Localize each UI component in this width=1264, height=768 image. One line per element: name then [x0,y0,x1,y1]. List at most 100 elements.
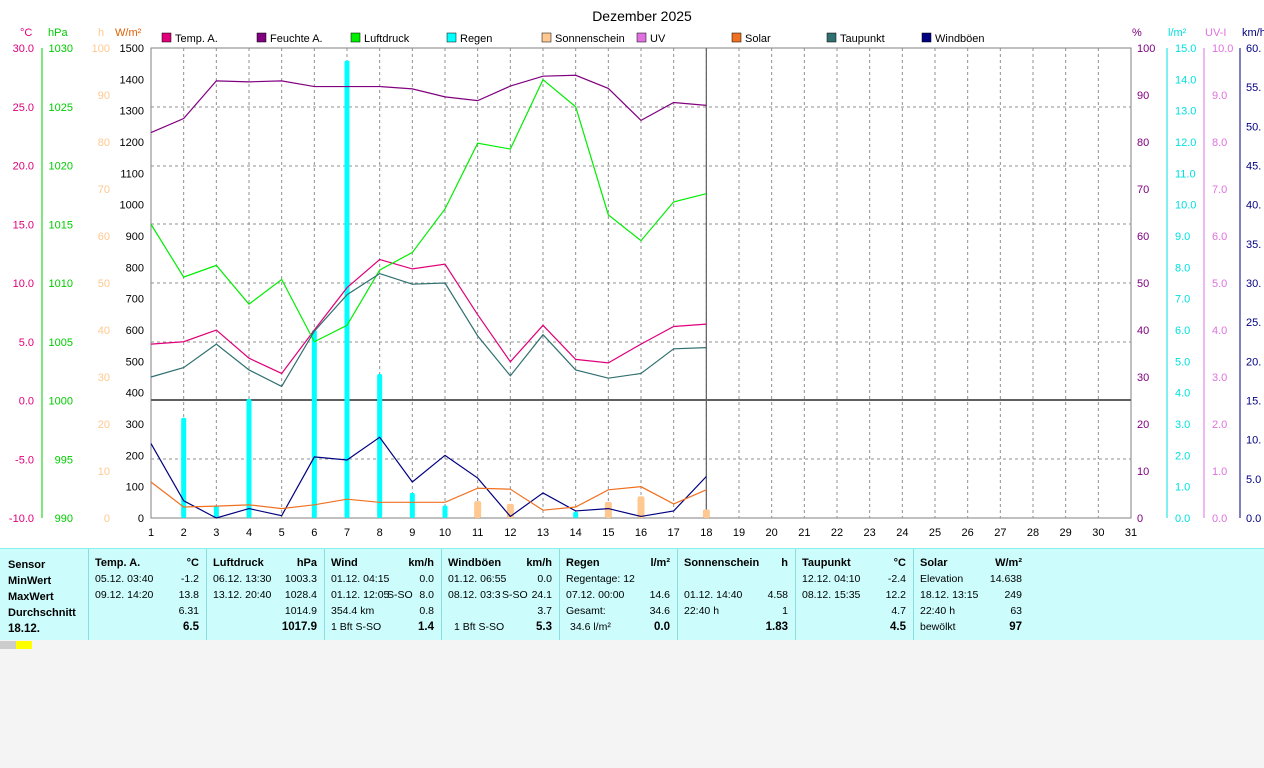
x-tick-label: 13 [537,527,549,539]
x-tick-label: 10 [439,527,451,539]
taupunkt-line [150,272,707,388]
rain-total: 34.6 [649,605,670,617]
rain-tick: 9.0 [1175,231,1190,243]
pressure-avg: 1014.9 [284,605,317,617]
pressure-header: Luftdruck [213,557,264,569]
statistics-table: Sensor MinWert MaxWert Durchschnitt 18.1… [0,548,1264,641]
sunshine-tick: 50 [98,278,110,290]
legend-swatch [731,32,742,43]
temp-avg: 6.31 [178,605,199,617]
solar-tick: 0 [138,513,144,525]
x-tick-label: 4 [246,527,252,539]
wind-tick: 40. [1246,200,1261,212]
stats-dew-column: Taupunkt °C 12.12. 04:10 -2.4 08.12. 15:… [796,549,914,641]
pressure-tick: 1030 [49,43,73,55]
solar-now-time: 22:40 h [920,605,956,617]
pressure-tick: 1015 [49,219,73,231]
rain-tick: 6.0 [1175,325,1190,337]
wind-axis-unit: km/h [1242,27,1264,39]
legend-swatch [446,32,457,43]
feuchte-a-line [150,74,707,134]
rain-tick: 10.0 [1175,200,1196,212]
sunshine-max-time: 01.12. 14:40 [684,589,743,601]
wind-tick: 10. [1246,435,1261,447]
wind-tick: 60. [1246,43,1261,55]
wind-tick: 45. [1246,161,1261,173]
maxwert-label: MaxWert [8,591,54,603]
wind-max-dir: S-SO [387,589,413,601]
humidity-tick: 90 [1137,90,1149,102]
windb-en-line [150,436,707,519]
sunshine-avg-time: 22:40 h [684,605,720,617]
x-tick-label: 16 [635,527,647,539]
uv-tick: 9.0 [1212,90,1227,102]
temp-unit: °C [186,557,199,569]
temp-today: 6.5 [183,621,199,633]
x-tick-label: 8 [377,527,383,539]
dew-max-time: 08.12. 15:35 [802,589,861,601]
rain-tick: 11.0 [1175,168,1196,180]
grey-marker [0,641,16,649]
uv-tick: 6.0 [1212,231,1227,243]
humidity-tick: 50 [1137,278,1149,290]
rain-tick: 5.0 [1175,356,1190,368]
chart-svg: Dezember 2025 Temp. A. Feuchte A. Luftdruck… [9,8,1264,539]
x-tick-label: 19 [733,527,745,539]
legend-label: UV [650,33,666,45]
legend-swatch [256,32,267,43]
pressure-min: 1003.3 [284,573,317,585]
wind-tick: 50. [1246,121,1261,133]
rain-tick: 14.0 [1175,74,1196,86]
wind-today: 1.4 [418,621,434,633]
wind-avg: 0.8 [419,605,434,617]
dew-max: 12.2 [885,589,906,601]
x-tick-label: 28 [1027,527,1039,539]
gusts-max: 24.1 [531,589,552,601]
rain-today-sum: 34.6 l/m² [570,621,611,633]
rain-tick: 4.0 [1175,388,1190,400]
temp-tick: 5.0 [19,337,34,349]
pressure-tick: 1025 [49,102,73,114]
x-tick-label: 2 [181,527,187,539]
gusts-header: Windböen [448,557,502,569]
pressure-today: 1017.9 [281,621,317,633]
solar-elevation-label: Elevation [920,573,964,585]
uv-tick: 5.0 [1212,278,1227,290]
humidity-tick: 30 [1137,372,1149,384]
bottom-strip [0,640,1264,768]
rain-tick: 13.0 [1175,106,1196,118]
sunshine-tick: 0 [104,513,110,525]
sunshine-today: 1.83 [765,621,788,633]
solar-tick: 700 [126,294,144,306]
temp-tick: 20.0 [13,161,34,173]
temp-tick: -5.0 [15,454,34,466]
legend-label: Windböen [935,33,985,45]
x-tick-label: 3 [213,527,219,539]
x-tick-label: 17 [668,527,680,539]
uv-tick: 3.0 [1212,372,1227,384]
rain-max: 14.6 [649,589,670,601]
pressure-tick: 1005 [49,337,73,349]
temp-min: -1.2 [180,573,199,585]
solar-tick: 1400 [120,74,144,86]
rain-tick: 1.0 [1175,482,1190,494]
x-tick-label: 30 [1092,527,1104,539]
rain-tick: 8.0 [1175,262,1190,274]
rain-tick: 3.0 [1175,419,1190,431]
rain-tick: 2.0 [1175,450,1190,462]
humidity-tick: 40 [1137,325,1149,337]
sunshine-tick: 100 [92,43,110,55]
wind-tick: 30. [1246,278,1261,290]
wind-distance: 354.4 km [331,605,375,617]
x-tick-label: 9 [409,527,415,539]
solar-tick: 800 [126,262,144,274]
pressure-tick: 1000 [49,396,73,408]
solar-axis-unit: W/m² [115,27,142,39]
gusts-min-time: 01.12. 06:55 [448,573,507,585]
wind-tick: 15. [1246,396,1261,408]
dew-min-time: 12.12. 04:10 [802,573,861,585]
stats-solar-column: Solar W/m² Elevation 14.638 18.12. 13:15… [914,549,1028,641]
uv-tick: 2.0 [1212,419,1227,431]
solar-tick: 1000 [120,200,144,212]
gusts-max-time: 08.12. 03:3 [448,589,501,601]
